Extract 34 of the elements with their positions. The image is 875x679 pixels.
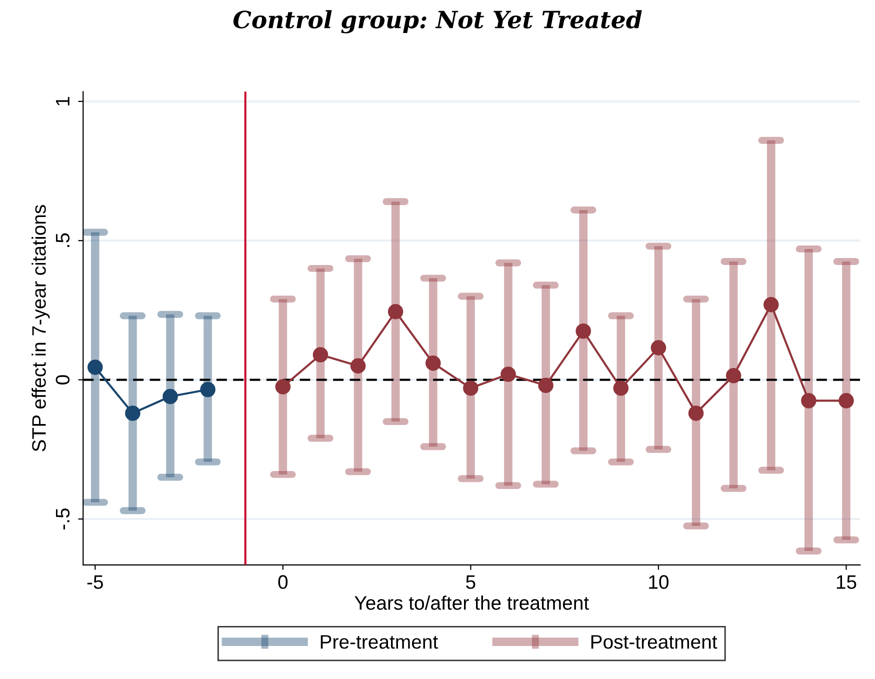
point — [801, 393, 816, 408]
x-tick-label: -5 — [87, 575, 103, 589]
point — [312, 347, 328, 362]
point — [538, 378, 554, 394]
x-tick-label: 15 — [836, 575, 856, 589]
point — [576, 323, 591, 339]
point — [162, 388, 178, 404]
x-tick-label: 5 — [466, 575, 476, 589]
point — [500, 366, 516, 382]
legend-label: Post-treatment — [591, 635, 718, 649]
x-tick-label: 0 — [278, 575, 288, 589]
point — [463, 380, 478, 396]
point — [388, 304, 404, 320]
point — [425, 355, 441, 371]
point — [200, 382, 216, 398]
point — [726, 368, 742, 384]
point — [350, 358, 366, 374]
x-axis-title: Years to/after the treatment — [354, 596, 589, 610]
point — [613, 380, 629, 396]
y-tick-label: -.5 — [56, 508, 70, 530]
y-axis-title: STP effect in 7-year citations — [32, 205, 50, 452]
point — [125, 406, 140, 421]
point — [838, 393, 854, 408]
chart-title: Control group: Not Yet Treated — [233, 10, 642, 34]
point — [763, 296, 779, 312]
x-tick-label: 10 — [649, 575, 669, 589]
point — [88, 360, 103, 375]
y-tick-label: 0 — [56, 375, 70, 384]
point — [688, 406, 704, 421]
point — [650, 340, 666, 356]
y-tick-label: .5 — [56, 233, 70, 247]
legend-label: Pre-treatment — [320, 635, 438, 649]
point — [275, 379, 291, 394]
y-tick-label: 1 — [56, 96, 70, 106]
